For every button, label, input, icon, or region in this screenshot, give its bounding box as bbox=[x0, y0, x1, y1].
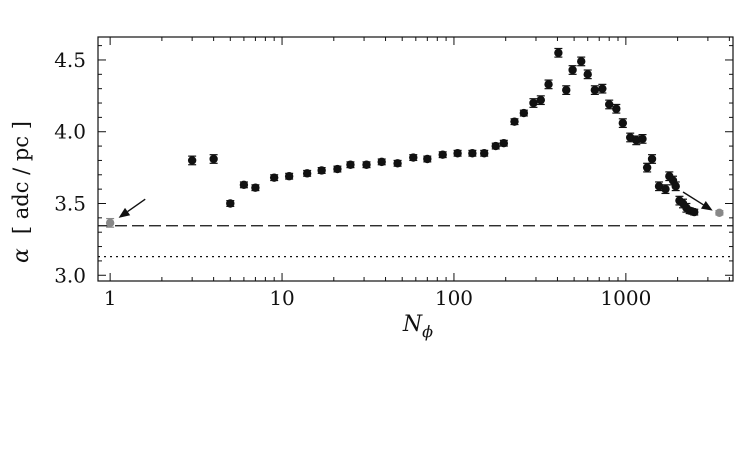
x-tick-label: 1000 bbox=[600, 286, 651, 310]
data-point bbox=[529, 98, 538, 108]
y-axis-label-units: [ adc / pc ] bbox=[9, 121, 33, 234]
x-axis-label-sub: ϕ bbox=[422, 322, 433, 341]
y-tick-label: 3.5 bbox=[54, 191, 86, 215]
data-point bbox=[269, 173, 279, 182]
x-tick-label: 100 bbox=[435, 286, 473, 310]
x-axis-label: Nϕ bbox=[402, 312, 433, 341]
data-point bbox=[642, 163, 652, 172]
data-point bbox=[510, 117, 519, 126]
arrow-shaft bbox=[682, 191, 704, 206]
data-point bbox=[519, 108, 529, 118]
data-point bbox=[590, 85, 600, 95]
data-point bbox=[438, 150, 447, 159]
data-points bbox=[105, 48, 724, 228]
data-point bbox=[638, 134, 647, 144]
data-point bbox=[654, 182, 664, 191]
reference-lines bbox=[98, 225, 733, 258]
data-point bbox=[562, 85, 571, 95]
data-point bbox=[544, 80, 553, 89]
data-point bbox=[618, 118, 628, 128]
data-point bbox=[187, 156, 197, 165]
data-point bbox=[612, 104, 621, 113]
arrow-head bbox=[700, 201, 713, 211]
data-point bbox=[284, 172, 294, 181]
data-point bbox=[690, 207, 699, 217]
axis-ticks bbox=[98, 37, 733, 281]
data-point bbox=[393, 159, 402, 168]
data-point bbox=[377, 157, 386, 167]
y-tick-label: 4.0 bbox=[54, 120, 86, 144]
data-point bbox=[568, 65, 577, 75]
data-point bbox=[317, 166, 326, 175]
data-point bbox=[105, 218, 115, 228]
data-point bbox=[409, 153, 418, 162]
data-point bbox=[346, 160, 355, 169]
y-axis-label: α [ adc / pc ] bbox=[9, 121, 34, 263]
data-point bbox=[577, 57, 586, 66]
arrow-head bbox=[118, 207, 131, 218]
x-tick-label: 1 bbox=[104, 286, 117, 310]
data-point bbox=[251, 183, 260, 192]
data-point bbox=[362, 160, 371, 169]
data-point bbox=[468, 149, 477, 158]
data-point bbox=[671, 182, 680, 191]
data-point bbox=[226, 199, 235, 208]
data-point bbox=[209, 154, 218, 164]
tick-labels: 1 10 100 1000 3.0 3.5 4.0 4.5 bbox=[54, 48, 651, 310]
data-point bbox=[453, 149, 462, 158]
data-point bbox=[715, 208, 724, 218]
x-tick-label: 10 bbox=[269, 286, 294, 310]
data-point bbox=[604, 100, 614, 109]
data-point bbox=[423, 154, 432, 164]
x-axis-label-main: N bbox=[402, 312, 423, 337]
data-point bbox=[661, 184, 670, 194]
data-point bbox=[239, 180, 249, 190]
data-point bbox=[302, 169, 312, 178]
y-tick-label: 4.5 bbox=[54, 48, 86, 72]
data-point bbox=[647, 154, 657, 164]
data-point bbox=[491, 141, 500, 151]
data-point bbox=[480, 149, 489, 158]
data-point bbox=[554, 48, 563, 57]
data-point bbox=[536, 95, 545, 105]
data-point bbox=[598, 84, 607, 93]
y-tick-label: 3.0 bbox=[54, 263, 86, 287]
data-point bbox=[583, 70, 592, 79]
data-point bbox=[333, 164, 342, 174]
y-axis-label-symbol: α bbox=[9, 248, 34, 263]
annotation-arrows bbox=[118, 191, 713, 218]
data-point bbox=[499, 139, 509, 148]
arrow-shaft bbox=[127, 198, 146, 213]
